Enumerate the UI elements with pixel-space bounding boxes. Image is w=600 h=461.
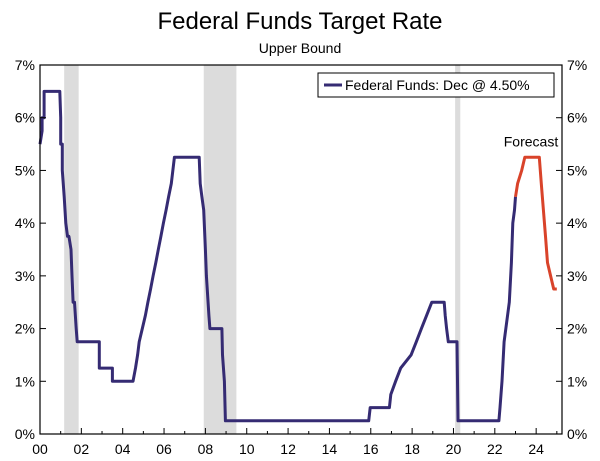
y-tick-label-right: 3% [567,268,587,284]
x-tick-label: 18 [404,441,420,457]
recession-shading-layer [64,65,461,434]
y-tick-label-right: 6% [567,110,587,126]
y-tick-label-left: 1% [15,373,35,389]
x-tick-label: 06 [156,441,172,457]
x-tick-label: 20 [446,441,462,457]
legend-label: Federal Funds: Dec @ 4.50% [345,77,530,93]
x-tick-label: 00 [32,441,48,457]
recession-band [203,65,237,434]
series-line-federal-funds [38,89,517,423]
y-tick-label-left: 6% [15,110,35,126]
x-tick-label: 12 [280,441,296,457]
y-tick-label-left: 4% [15,215,35,231]
x-tick-label: 10 [239,441,255,457]
y-tick-label-left: 5% [15,162,35,178]
plot-frame [39,64,563,435]
y-tick-label-right: 1% [567,373,587,389]
legend-box [317,72,555,98]
x-tick-label: 08 [198,441,214,457]
chart-title: Federal Funds Target Rate [157,8,443,35]
y-tick-label-right: 2% [567,321,587,337]
annotation-forecast-label: Forecast [504,134,559,150]
series-layer [38,89,557,423]
x-tick-label: 24 [528,441,544,457]
x-tick-label: 16 [363,441,379,457]
annotation-layer: Forecast [504,134,559,150]
legend: Federal Funds: Dec @ 4.50% [317,72,555,98]
x-tick-label: 02 [74,441,90,457]
recession-band [455,65,461,434]
y-tick-label-right: 4% [567,215,587,231]
y-tick-label-right: 5% [567,162,587,178]
axes-layer: 0% 0% 1% 1% 2% 2% 3% 3% 4% 4% 5% 5% 6% 6% 7% 7% 00 02 04 06… [15,57,587,457]
x-tick-label: 04 [115,441,131,457]
x-tick-label: 22 [487,441,503,457]
y-tick-label-right: 0% [567,426,587,442]
series-line-forecast [514,155,557,291]
y-tick-label-left: 0% [15,426,35,442]
x-tick-label: 14 [322,441,338,457]
chart-subtitle: Upper Bound [258,40,342,56]
y-tick-label-left: 7% [15,57,35,73]
y-tick-label-left: 3% [15,268,35,284]
y-tick-label-left: 2% [15,321,35,337]
y-tick-label-right: 7% [567,57,587,73]
